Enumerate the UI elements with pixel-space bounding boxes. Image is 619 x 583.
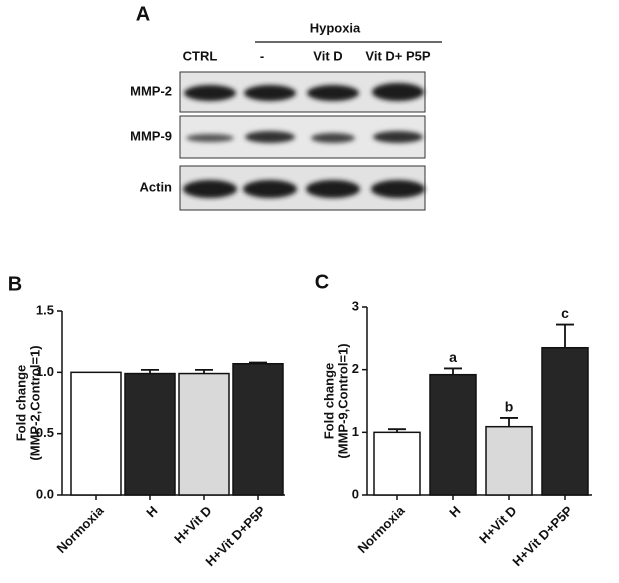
x-tick-label: H+Vit D — [171, 503, 214, 546]
y-tick-label: 3 — [352, 298, 359, 313]
row-label: MMP-9 — [130, 128, 172, 143]
panel-label: B — [8, 273, 22, 295]
bar — [541, 346, 589, 496]
blot — [179, 71, 426, 211]
error-bar — [444, 367, 462, 375]
y-axis-label: Fold change — [321, 363, 336, 440]
y-axis-label: Fold change — [13, 365, 28, 442]
bar — [232, 362, 284, 496]
x-tick-label: H+Vit D+P5P — [509, 503, 575, 569]
lane-label: Vit D+ P5P — [365, 48, 430, 63]
row-label: Actin — [140, 179, 173, 194]
x-tick-label: H — [143, 503, 160, 520]
bar — [485, 425, 533, 496]
error-bar — [556, 323, 574, 348]
y-tick-label: 1 — [352, 424, 359, 439]
x-tick-label: H — [446, 503, 463, 520]
lane-label: CTRL — [183, 48, 218, 63]
annotation: c — [561, 305, 569, 321]
error-bar — [249, 361, 267, 364]
error-bar — [195, 368, 213, 374]
lane-label: Vit D — [313, 48, 342, 63]
panel-label: C — [315, 271, 329, 293]
group-label: Hypoxia — [310, 20, 361, 35]
error-bar — [388, 428, 406, 433]
y-tick-label: 2 — [352, 361, 359, 376]
y-tick-label: 0.5 — [36, 425, 54, 440]
error-bar — [141, 368, 159, 374]
bar — [178, 372, 230, 496]
bar — [124, 372, 176, 496]
y-tick-label: 1.5 — [36, 302, 54, 317]
panel-label: A — [136, 3, 150, 25]
annotation: a — [449, 349, 457, 365]
y-axis-label: (MMP-2,Control=1) — [27, 345, 42, 460]
annotation: b — [505, 399, 514, 415]
bar — [373, 431, 421, 496]
bar — [429, 373, 477, 496]
y-axis-label: (MMP-9,Control=1) — [335, 343, 350, 458]
x-tick-label: H+Vit D — [476, 503, 519, 546]
x-tick-label: Normoxia — [355, 502, 409, 556]
y-tick-label: 0.0 — [36, 486, 54, 501]
y-tick-label: 0 — [352, 486, 359, 501]
lane-label: - — [260, 48, 264, 63]
y-tick-label: 1.0 — [36, 364, 54, 379]
error-bar — [500, 417, 518, 427]
x-tick-label: Normoxia — [54, 502, 108, 556]
row-label: MMP-2 — [130, 83, 172, 98]
bar — [70, 371, 122, 496]
